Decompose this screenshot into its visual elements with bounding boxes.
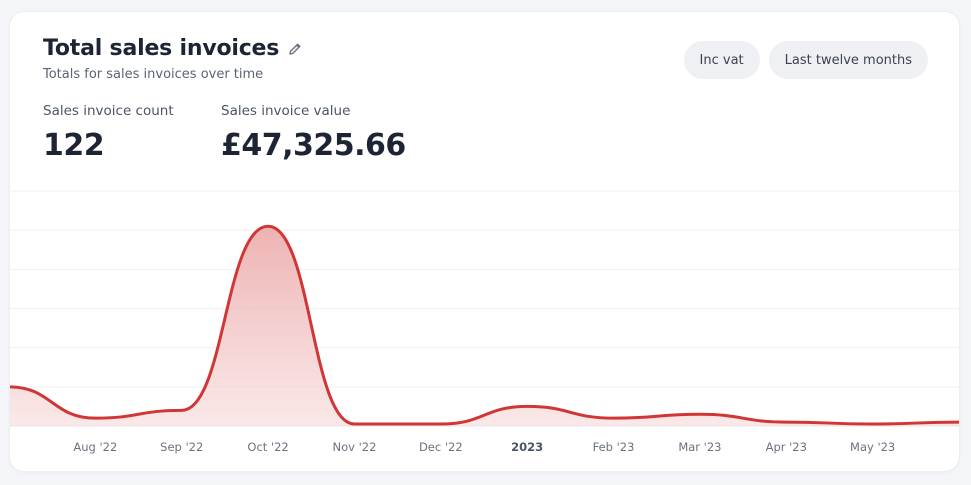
x-tick-label: 2023: [511, 440, 543, 454]
chart-line: [10, 224, 959, 426]
x-tick-label: Apr '23: [766, 440, 807, 454]
title-row: Total sales invoices: [43, 36, 302, 61]
x-tick-label: Dec '22: [419, 440, 463, 454]
card-subtitle: Totals for sales invoices over time: [43, 67, 264, 82]
vat-filter-button[interactable]: Inc vat: [683, 41, 760, 79]
period-filter-button[interactable]: Last twelve months: [768, 41, 928, 79]
chart-area-fill: [10, 226, 959, 426]
filter-pills: Inc vat Last twelve months: [683, 41, 928, 79]
invoice-count-label: Sales invoice count: [43, 103, 174, 119]
pencil-icon[interactable]: [288, 42, 302, 56]
x-tick-label: Aug '22: [73, 440, 117, 454]
x-axis-ticks: Aug '22 Sep '22 Oct '22 Nov '22 Dec '22 2023 F…: [73, 440, 895, 454]
invoice-count-value: 122: [43, 128, 105, 163]
x-tick-label: Nov '22: [333, 440, 377, 454]
sales-chart: Aug '22 Sep '22 Oct '22 Nov '22 Dec '22 2023 F…: [10, 190, 959, 454]
sales-invoices-card: Total sales invoices Totals for sales in…: [10, 12, 959, 471]
x-tick-label: Mar '23: [678, 440, 721, 454]
chart-grid: [10, 190, 959, 427]
x-tick-label: Oct '22: [247, 440, 288, 454]
invoice-value-stat: Sales invoice value £47,325.66: [221, 103, 406, 163]
x-tick-label: Feb '23: [593, 440, 635, 454]
invoice-count-stat: Sales invoice count 122: [43, 103, 174, 163]
invoice-value-value: £47,325.66: [221, 128, 406, 163]
invoice-value-label: Sales invoice value: [221, 103, 351, 119]
card-title: Total sales invoices: [43, 36, 280, 61]
x-tick-label: Sep '22: [160, 440, 203, 454]
x-tick-label: May '23: [850, 440, 895, 454]
